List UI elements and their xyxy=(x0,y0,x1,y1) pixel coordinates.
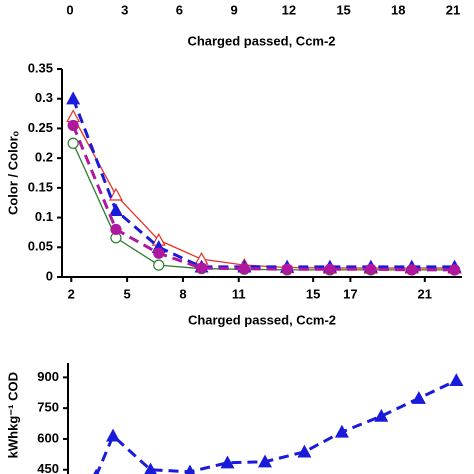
x-tick-label: 2 xyxy=(68,286,75,301)
marker xyxy=(67,137,79,149)
x-tick-label: 21 xyxy=(418,286,432,301)
marker xyxy=(411,391,426,404)
y-tick-label: 450 xyxy=(37,461,59,474)
marker xyxy=(67,119,79,132)
y-tick-label: 0.2 xyxy=(35,150,53,165)
y-axis-label: Color / Colorₒ xyxy=(5,130,20,215)
y-tick-label: 0 xyxy=(46,268,53,283)
marker xyxy=(144,462,157,474)
y-tick-label: 0.15 xyxy=(28,179,53,194)
x-tick-label: 9 xyxy=(231,2,238,17)
x-tick-label: 3 xyxy=(121,2,128,17)
x-tick-label: 18 xyxy=(391,2,405,17)
x-tick-label: 15 xyxy=(336,2,350,17)
marker xyxy=(365,263,377,275)
x-tick-label: 21 xyxy=(446,2,460,17)
marker xyxy=(108,187,123,201)
marker xyxy=(66,91,81,105)
x-tick-label: 8 xyxy=(179,286,186,301)
marker xyxy=(184,464,196,474)
series-line xyxy=(71,124,455,272)
marker xyxy=(108,203,123,217)
marker xyxy=(110,223,122,236)
y-axis-label: kWhkg⁻¹ COD xyxy=(5,372,20,458)
y-tick-label: 0.1 xyxy=(35,209,53,224)
x-tick-label: 11 xyxy=(232,286,246,301)
marker xyxy=(220,455,235,469)
series-line xyxy=(95,379,458,474)
marker xyxy=(374,408,389,422)
x-tick-label: 0 xyxy=(66,2,73,17)
y-tick-label: 0.05 xyxy=(28,239,53,254)
marker xyxy=(195,262,208,274)
marker xyxy=(281,263,293,275)
y-tick-label: 900 xyxy=(37,369,59,384)
marker xyxy=(257,454,273,468)
series-line xyxy=(72,116,455,269)
series-line xyxy=(71,98,455,269)
marker xyxy=(297,444,312,458)
y-tick-label: 0.25 xyxy=(28,120,53,135)
x-tick-label: 5 xyxy=(123,286,130,301)
y-tick-label: 0.35 xyxy=(28,60,53,75)
series-line xyxy=(72,143,455,271)
marker xyxy=(153,259,165,271)
x-tick-label: 15 xyxy=(306,286,320,301)
marker xyxy=(334,424,349,438)
marker xyxy=(324,263,336,275)
marker xyxy=(153,247,165,259)
x-tick-label: 17 xyxy=(343,286,357,301)
x-axis-label: Charged passed, Ccm-2 xyxy=(188,312,336,327)
marker xyxy=(238,263,250,275)
marker xyxy=(449,373,464,387)
y-tick-label: 0.3 xyxy=(35,90,53,105)
x-tick-label: 6 xyxy=(176,2,183,17)
marker xyxy=(448,264,461,276)
marker xyxy=(93,468,100,474)
marker xyxy=(406,264,418,276)
y-tick-label: 600 xyxy=(37,430,59,445)
marker xyxy=(106,428,121,442)
x-axis-label: Charged passed, Ccm-2 xyxy=(187,33,335,48)
x-tick-label: 12 xyxy=(282,2,296,17)
y-tick-label: 750 xyxy=(37,400,59,415)
